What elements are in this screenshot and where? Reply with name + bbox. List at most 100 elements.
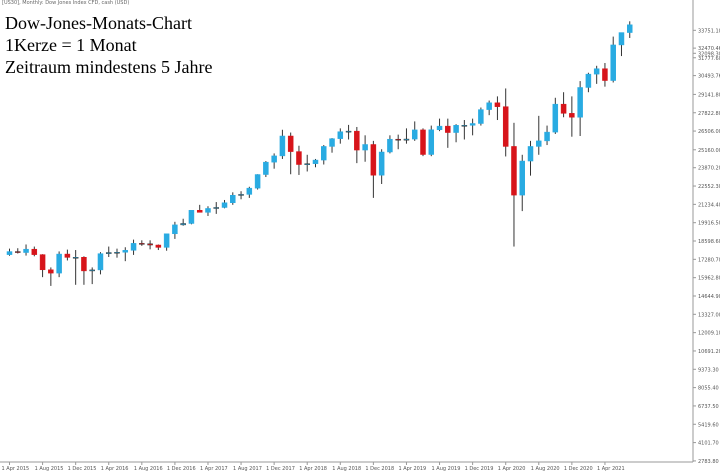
candle-body-up <box>577 87 583 118</box>
candle-body-up <box>172 224 178 235</box>
candle-body-up <box>478 109 484 124</box>
candle-body-up <box>23 248 29 253</box>
candle-body-up <box>205 208 211 213</box>
candle <box>370 140 377 198</box>
candle <box>230 192 236 205</box>
candle-body-up <box>6 251 13 255</box>
candle <box>577 81 583 137</box>
candle <box>64 249 71 261</box>
candle <box>494 96 501 121</box>
x-tick-label: 1 Apr 2017 <box>200 466 228 472</box>
candle-body-up <box>552 103 559 133</box>
candle-body-down <box>48 269 54 274</box>
x-tick-label: 1 Dec 2017 <box>266 466 295 472</box>
candle <box>420 128 426 157</box>
candle <box>602 63 608 87</box>
y-tick-label: 32098.30 <box>698 51 720 57</box>
candle-body-down <box>420 129 426 155</box>
candle-body-down <box>287 135 294 152</box>
candle-body-up <box>486 102 492 110</box>
candle <box>321 145 327 165</box>
candle <box>453 124 459 143</box>
y-tick-label: 27822.80 <box>698 111 720 117</box>
candle-body-up <box>411 129 418 140</box>
candle <box>428 125 435 157</box>
candle-body-up <box>271 155 277 163</box>
candle <box>618 32 625 57</box>
candle <box>395 134 401 150</box>
y-tick-label: 15962.80 <box>698 276 720 282</box>
candle <box>155 244 162 251</box>
candle <box>105 246 112 257</box>
candle <box>610 36 616 83</box>
y-tick-label: 26506.00 <box>698 129 720 135</box>
candle-body-up <box>519 160 525 196</box>
y-tick-label: 21234.40 <box>698 202 720 208</box>
candle <box>527 140 534 176</box>
x-tick-label: 1 Apr 2020 <box>498 466 526 472</box>
candle-body-up <box>453 125 459 133</box>
candle-body-down <box>494 102 501 107</box>
candle <box>296 145 302 175</box>
candle <box>254 174 261 190</box>
candle <box>221 199 228 209</box>
candle-body-up <box>188 210 195 224</box>
y-tick-label: 30493.76 <box>698 74 720 80</box>
candle <box>114 248 120 258</box>
candle <box>362 135 368 162</box>
candle-body-up <box>387 138 393 153</box>
candle <box>345 124 352 140</box>
candle-body-down <box>139 243 145 245</box>
candle <box>188 210 195 225</box>
candle-body-up <box>238 194 244 196</box>
candle-body-up <box>312 159 319 164</box>
candle-body-up <box>362 144 368 151</box>
candle <box>536 115 542 155</box>
annotation-line-3: Zeitraum mindestens 5 Jahre <box>5 57 213 77</box>
candle <box>72 250 79 285</box>
candle-body-up <box>254 174 261 189</box>
candle-body-up <box>130 243 137 251</box>
candle <box>593 65 600 84</box>
y-tick-label: 29141.80 <box>698 92 720 98</box>
candle <box>15 248 21 254</box>
candle <box>337 128 344 144</box>
y-tick-label: 25160.00 <box>698 148 720 154</box>
candle <box>130 239 137 255</box>
candle <box>271 153 277 169</box>
candle <box>213 202 219 214</box>
candle-body-up <box>105 252 112 254</box>
candle-body-up <box>180 223 186 226</box>
candle-body-up <box>230 194 236 204</box>
annotation-line-2: 1Kerze = 1 Monat <box>5 35 137 55</box>
candle-body-up <box>97 253 104 271</box>
x-tick-label: 1 Apr 2015 <box>2 466 30 472</box>
candle-body-up <box>627 24 633 33</box>
y-tick-label: 12009.10 <box>698 331 720 337</box>
candle-body-down <box>560 103 567 114</box>
candle <box>180 218 186 226</box>
candle-body-up <box>246 187 253 195</box>
candle-body-down <box>81 257 87 272</box>
candle <box>560 92 567 118</box>
candle-body-up <box>428 129 435 155</box>
candle-body-up <box>213 207 219 209</box>
candle-body-up <box>304 163 310 165</box>
y-tick-label: 6737.50 <box>698 404 719 410</box>
candle <box>486 100 492 116</box>
candle <box>627 21 633 38</box>
x-tick-label: 1 Dec 2019 <box>465 466 494 472</box>
candle-body-up <box>585 73 592 88</box>
candle <box>89 267 95 285</box>
candle <box>552 97 559 134</box>
candle-body-up <box>536 140 542 147</box>
candle <box>97 252 104 275</box>
y-tick-label: 22552.30 <box>698 184 720 190</box>
x-tick-label: 1 Apr 2019 <box>398 466 426 472</box>
candle <box>569 96 575 137</box>
candle <box>172 221 178 239</box>
candle <box>56 251 62 278</box>
chart-annotation: Dow-Jones-Monats-Chart 1Kerze = 1 Monat … <box>5 12 212 78</box>
x-tick-label: 1 Apr 2016 <box>101 466 129 472</box>
candle <box>511 122 517 247</box>
